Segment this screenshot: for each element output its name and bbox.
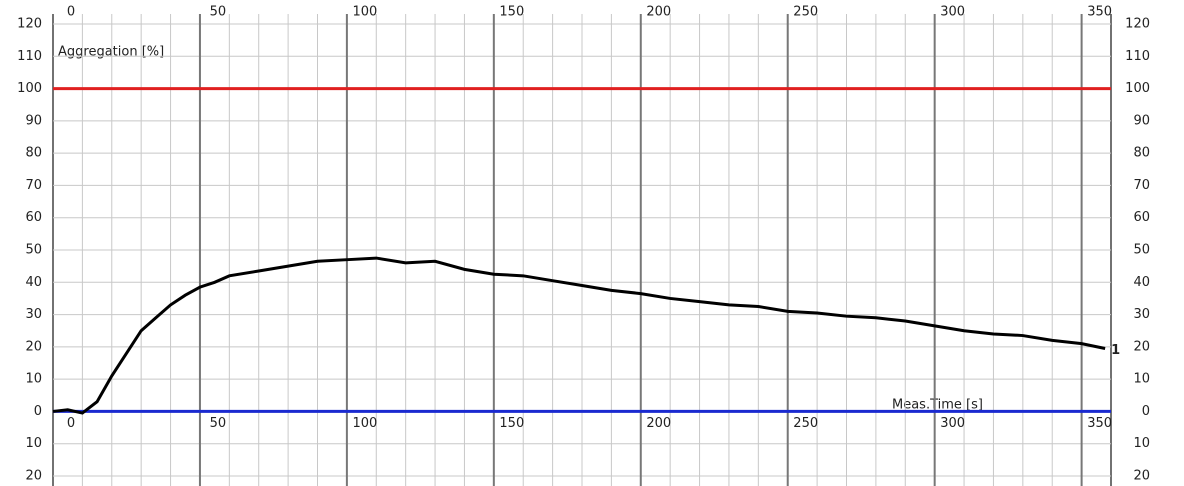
y-tick-label-right: 110 bbox=[1125, 49, 1150, 64]
y-tick-label: 10 bbox=[25, 372, 42, 387]
x-tick-label-bottom: 300 bbox=[940, 416, 965, 431]
x-tick-label-bottom: 0 bbox=[67, 416, 75, 431]
x-axis-label: Meas.Time [s] bbox=[892, 398, 983, 413]
y-tick-label-right: 60 bbox=[1133, 210, 1150, 225]
x-tick-label: 200 bbox=[646, 5, 671, 20]
y-tick-label-right: 80 bbox=[1133, 146, 1150, 161]
x-tick-label: 150 bbox=[499, 5, 524, 20]
x-tick-label-bottom: 200 bbox=[646, 416, 671, 431]
y-tick-label-right: 40 bbox=[1133, 275, 1150, 290]
y-tick-label-right: 20 bbox=[1133, 339, 1150, 354]
y-tick-label: 40 bbox=[25, 275, 42, 290]
y-tick-label: 120 bbox=[17, 17, 42, 32]
y-tick-label-right: 90 bbox=[1133, 113, 1150, 128]
y-tick-label: 110 bbox=[17, 49, 42, 64]
x-tick-label: 0 bbox=[67, 5, 75, 20]
y-tick-label: 0 bbox=[34, 404, 42, 419]
y-tick-label-right: 100 bbox=[1125, 81, 1150, 96]
series-label: 1 bbox=[1111, 343, 1120, 358]
y-tick-label: 20 bbox=[25, 339, 42, 354]
x-tick-label-bottom: 150 bbox=[499, 416, 524, 431]
x-tick-label: 100 bbox=[352, 5, 377, 20]
y-tick-label-right: 20 bbox=[1133, 469, 1150, 484]
x-tick-label: 350 bbox=[1087, 5, 1112, 20]
x-tick-label: 300 bbox=[940, 5, 965, 20]
x-tick-label-bottom: 100 bbox=[352, 416, 377, 431]
x-tick-label-bottom: 350 bbox=[1087, 416, 1112, 431]
y-tick-label-right: 120 bbox=[1125, 17, 1150, 32]
y-tick-label-right: 0 bbox=[1142, 404, 1150, 419]
y-tick-label: 80 bbox=[25, 146, 42, 161]
y-tick-label: 100 bbox=[17, 81, 42, 96]
y-tick-label: 20 bbox=[25, 469, 42, 484]
x-tick-label-bottom: 250 bbox=[793, 416, 818, 431]
y-tick-label: 70 bbox=[25, 178, 42, 193]
y-tick-label: 30 bbox=[25, 307, 42, 322]
y-axis-label: Aggregation [%] bbox=[58, 45, 164, 60]
y-tick-label-right: 10 bbox=[1133, 436, 1150, 451]
y-tick-label-right: 30 bbox=[1133, 307, 1150, 322]
y-tick-label: 10 bbox=[25, 436, 42, 451]
y-tick-label-right: 50 bbox=[1133, 243, 1150, 258]
data-line bbox=[52, 256, 1106, 415]
y-tick-label: 50 bbox=[25, 243, 42, 258]
y-tick-label: 60 bbox=[25, 210, 42, 225]
y-tick-label-right: 70 bbox=[1133, 178, 1150, 193]
x-tick-label: 50 bbox=[210, 5, 227, 20]
x-tick-label-bottom: 50 bbox=[210, 416, 227, 431]
x-tick-label: 250 bbox=[793, 5, 818, 20]
y-tick-label: 90 bbox=[25, 113, 42, 128]
y-tick-label-right: 10 bbox=[1133, 372, 1150, 387]
